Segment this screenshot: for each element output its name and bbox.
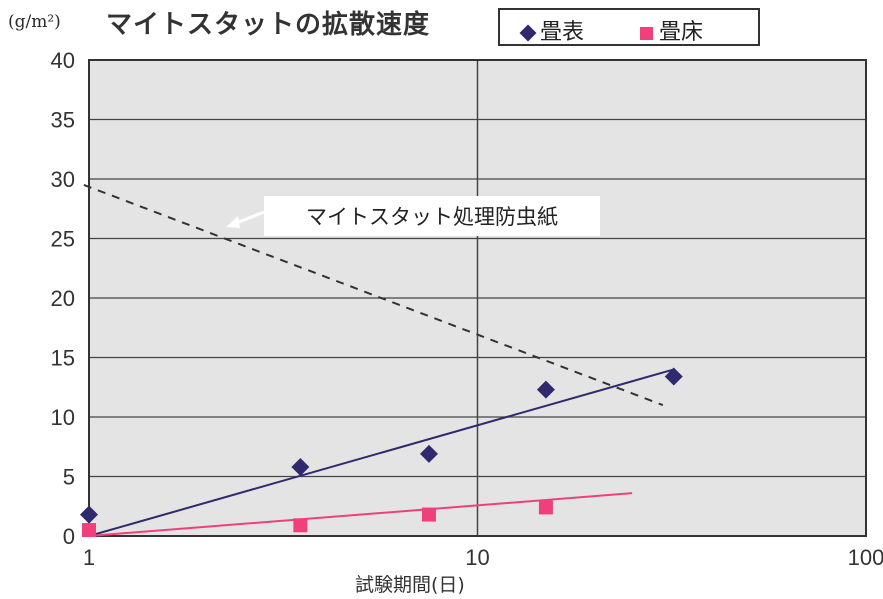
trendline-square	[88, 492, 633, 537]
data-point-diamond	[664, 367, 683, 386]
y-tick-label: 30	[51, 167, 75, 192]
y-tick-label: 25	[51, 227, 75, 252]
data-point-diamond	[419, 444, 438, 463]
trendline-diamond	[88, 368, 675, 537]
y-tick-label: 10	[51, 405, 75, 430]
legend: 畳表 畳床	[498, 8, 760, 46]
x-axis-label: 試験期間(日)	[355, 574, 465, 596]
square-marker-icon	[640, 26, 653, 40]
data-point-square	[421, 507, 436, 522]
annotation-arrowhead	[226, 216, 240, 228]
unit-label: (g/m²)	[8, 12, 61, 32]
chart-title: マイトスタットの拡散速度	[106, 10, 431, 40]
data-point-diamond	[536, 380, 555, 399]
x-tick-label: 100	[848, 545, 883, 570]
x-tick-label: 1	[83, 545, 95, 570]
legend-label: 畳表	[540, 20, 585, 45]
data-point-diamond	[291, 457, 310, 476]
reference-line	[83, 184, 664, 407]
y-tick-label: 20	[51, 286, 75, 311]
data-point-diamond	[80, 505, 98, 524]
x-tick-label: 10	[465, 545, 489, 570]
data-point-square	[538, 500, 553, 515]
legend-item-tatami-omote: 畳表	[518, 14, 584, 46]
annotation-label: マイトスタット処理防虫紙	[306, 205, 558, 229]
y-tick-label: 40	[51, 48, 75, 73]
plot-frame	[88, 59, 867, 537]
y-tick-label: 35	[51, 108, 75, 133]
data-point-square	[293, 518, 308, 533]
diamond-marker-icon	[519, 24, 537, 42]
data-point-square	[82, 523, 96, 538]
legend-item-tatami-doko: 畳床	[640, 14, 703, 46]
y-tick-label: 0	[63, 524, 75, 549]
y-tick-label: 15	[51, 346, 75, 371]
legend-label: 畳床	[659, 20, 704, 45]
y-tick-label: 5	[63, 465, 75, 490]
annotation-box	[264, 196, 600, 236]
